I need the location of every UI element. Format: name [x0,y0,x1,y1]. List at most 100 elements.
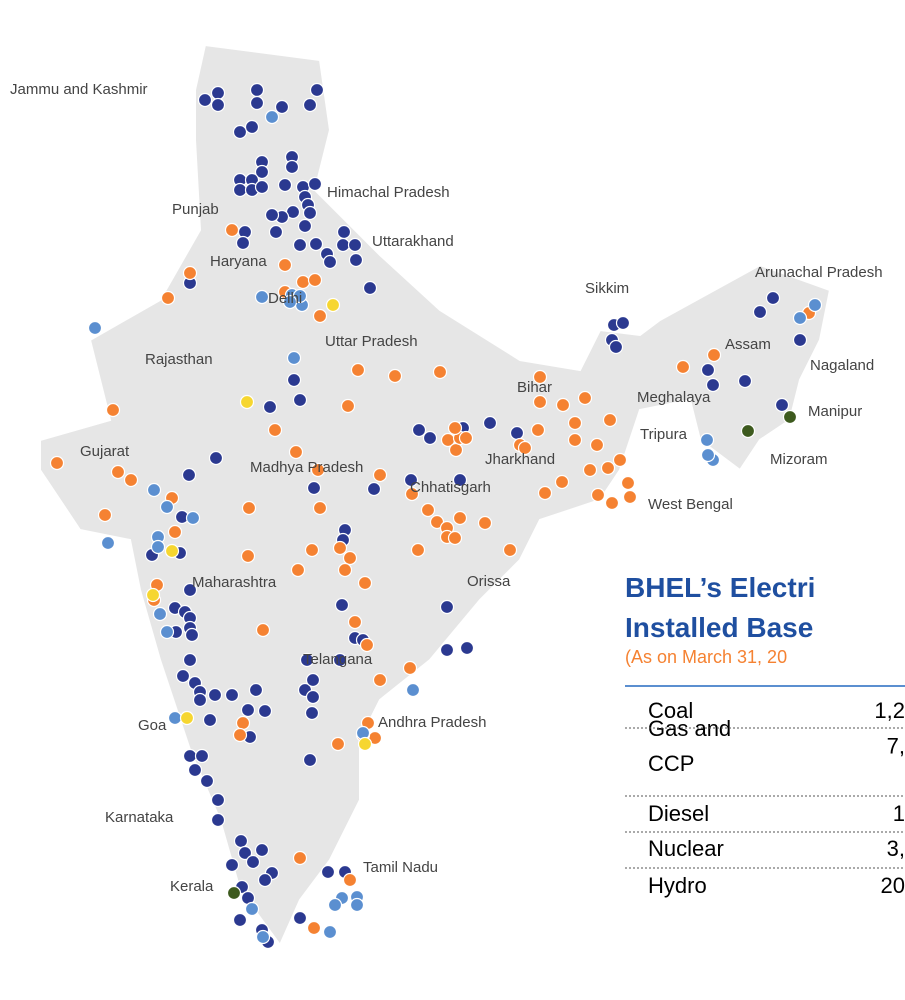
plant-dot [411,422,427,438]
state-label: Manipur [808,403,862,420]
state-label: Punjab [172,201,219,218]
plant-dot [608,339,624,355]
plant-dot [705,377,721,393]
plant-dot [237,845,253,861]
plant-dot [297,218,313,234]
plant-dot [532,394,548,410]
panel-title: Installed Base [625,612,813,643]
plant-dot [182,582,198,598]
plant-dot [110,464,126,480]
plant-dot [325,297,341,313]
plant-dot [410,542,426,558]
plant-dot [320,864,336,880]
plant-dot [452,472,468,488]
plant-dot [255,929,271,945]
table: Coal 1,2 Gas and CCP 7, Diesel 1 Nuclear 3, Hydro… [625,698,905,898]
plant-dot [302,205,318,221]
plant-dot [567,415,583,431]
plant-dot [295,274,311,290]
plant-dot [740,423,756,439]
plant-dot [420,502,436,518]
state-label: Mizoram [770,451,828,468]
plant-dot [210,85,226,101]
plant-dot [145,587,161,603]
plant-dot [97,507,113,523]
plant-dot [432,364,448,380]
state-label: Gujarat [80,443,130,460]
plant-dot [87,320,103,336]
plant-dot [292,237,308,253]
state-label: Jharkhand [485,451,555,468]
plant-dot [249,82,265,98]
plant-dot [699,432,715,448]
plant-dot [555,397,571,413]
plant-dot [340,398,356,414]
plant-dot [459,640,475,656]
plant-dot [309,82,325,98]
plant-dot [567,432,583,448]
plant-dot [362,280,378,296]
plant-dot [509,425,525,441]
plant-dot [349,897,365,913]
plant-dot [239,394,255,410]
plant-dot [167,710,183,726]
plant-dot [175,668,191,684]
state-label: Meghalaya [637,389,711,406]
plant-dot [305,672,321,688]
plant-dot [537,485,553,501]
plant-dot [235,715,251,731]
plant-dot [187,762,203,778]
plant-dot [224,687,240,703]
table-cell: 7, [887,733,905,758]
state-label: Arunachal Pradesh [755,264,883,281]
plant-dot [357,575,373,591]
plant-dot [357,736,373,752]
plant-dot [254,179,270,195]
plant-dot [530,422,546,438]
table-cell: Diesel [648,801,709,826]
plant-dot [292,850,308,866]
plant-dot [232,182,248,198]
plant-dot [194,748,210,764]
plant-dot [100,535,116,551]
plant-dot [302,752,318,768]
plant-dot [210,792,226,808]
plant-dot [458,430,474,446]
plant-dot [350,362,366,378]
plant-dot [244,901,260,917]
plant-dot [49,455,65,471]
plant-dot [582,462,598,478]
state-label: Tamil Nadu [363,859,438,876]
plant-dot [477,515,493,531]
plant-dot [305,689,321,705]
plant-dot [347,614,363,630]
plant-dot [332,540,348,556]
plant-dot [347,237,363,253]
plant-dot [405,682,421,698]
plant-dot [502,542,518,558]
plant-dot [241,500,257,516]
plant-dot [307,176,323,192]
plant-dot [292,392,308,408]
state-labels: Jammu and Kashmir Punjab Himachal Pradesh U… [10,81,883,895]
state-label: Kerala [170,878,214,895]
plant-dot [240,702,256,718]
plant-dot [207,687,223,703]
plant-dot [208,450,224,466]
plant-dot [255,622,271,638]
plant-dot [224,857,240,873]
plant-dot [152,606,168,622]
plant-dot [439,599,455,615]
plant-dot [268,224,284,240]
plant-dot [620,475,636,491]
state-label: Orissa [467,573,511,590]
plant-dots [49,82,823,950]
plant-dot [448,442,464,458]
plant-dot [232,124,248,140]
state-label: Bihar [517,379,552,396]
plant-dot [330,736,346,752]
plant-dot [675,359,691,375]
plant-dot [589,437,605,453]
plant-dot [277,257,293,273]
